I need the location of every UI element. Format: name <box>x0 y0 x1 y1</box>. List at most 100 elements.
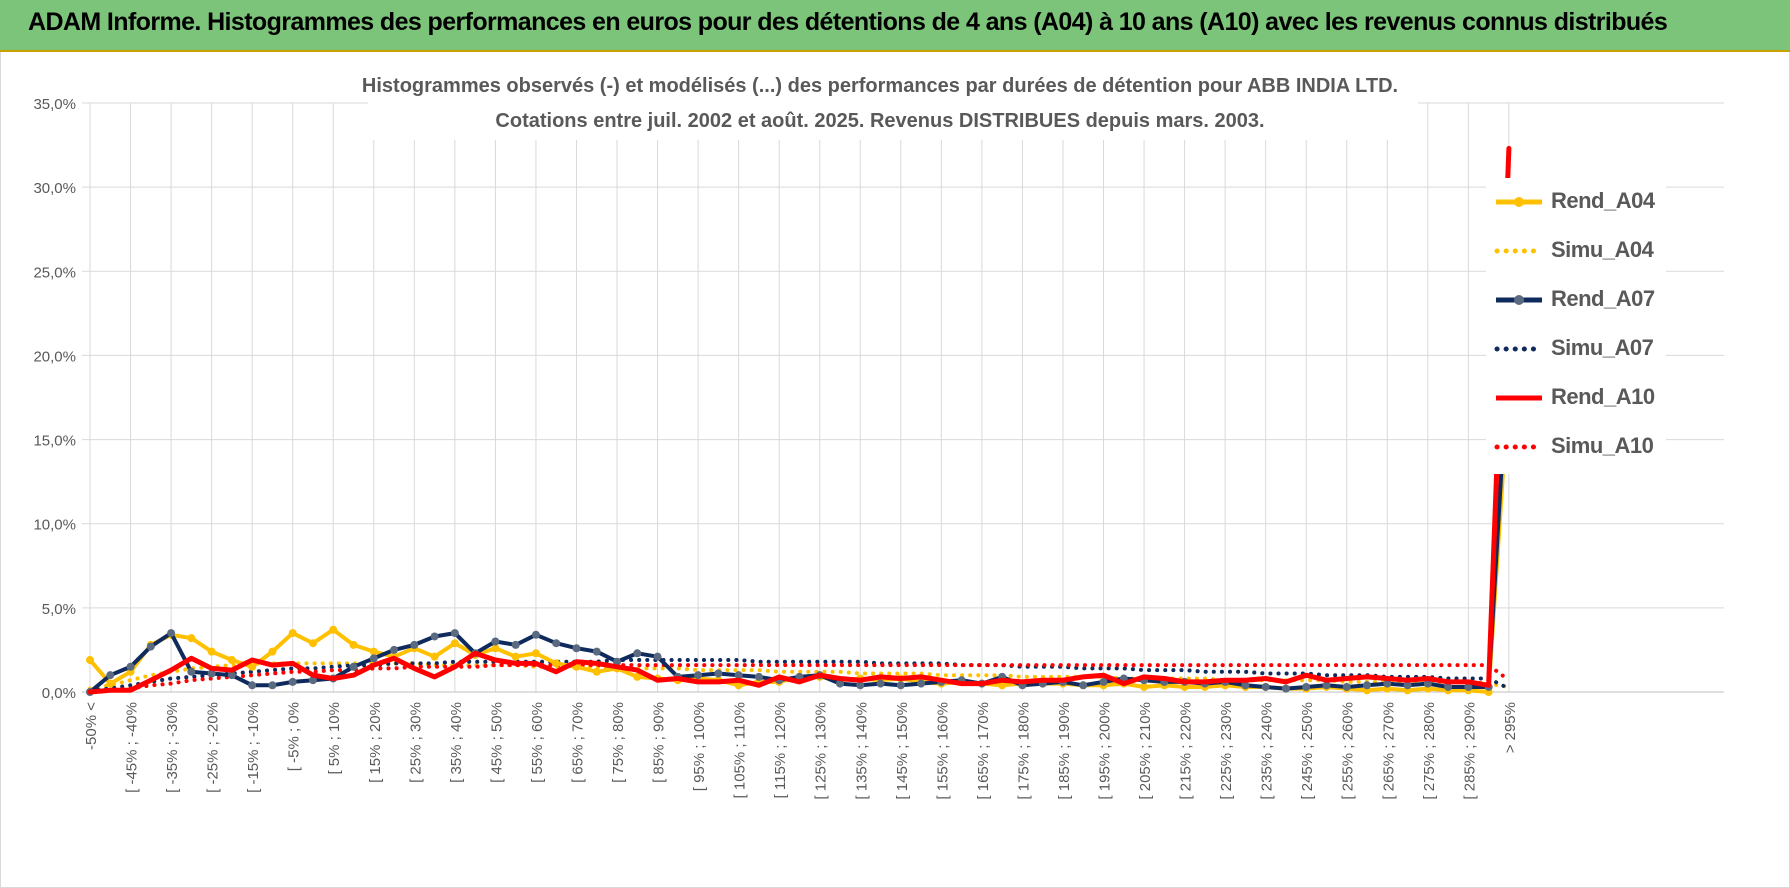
data-point-rend-a07 <box>917 679 926 688</box>
report-banner: ADAM Informe. Histogrammes des performan… <box>0 0 1790 52</box>
data-point-rend-a07 <box>511 640 520 649</box>
data-point-rend-a04 <box>552 659 561 668</box>
x-tick-label: [ -35% ; -30% <box>164 702 181 793</box>
x-tick-label: [ 115% ; 120% <box>772 702 789 798</box>
legend-swatch-simu-a04 <box>1494 248 1544 254</box>
x-tick-label: [ 65% ; 70% <box>569 702 586 783</box>
data-point-rend-a04 <box>248 662 257 671</box>
data-point-rend-a04 <box>450 639 459 648</box>
data-point-rend-a07 <box>167 629 176 638</box>
y-axis-tick-labels: 0,0% 5,0% 10,0% 15,0% 20,0% 25,0% 30,0% 35,0% <box>33 96 76 702</box>
data-point-rend-a04 <box>207 647 216 656</box>
series-simu-a10 <box>88 663 1511 694</box>
x-tick-label: [ 75% ; 80% <box>610 702 627 783</box>
legend-swatch-rend-a10 <box>1496 395 1542 401</box>
legend-swatch-rend-a04 <box>1496 197 1542 207</box>
legend-item-simu-a10: Simu_A10 <box>1494 427 1664 467</box>
y-tick-label: 25,0% <box>33 264 76 281</box>
data-point-rend-a07 <box>1281 684 1290 693</box>
data-point-rend-a07 <box>349 662 358 671</box>
y-tick-label: 20,0% <box>33 348 76 365</box>
chart-title: Histogrammes observés (-) et modélisés (… <box>362 75 1398 97</box>
report-title: ADAM Informe. Histogrammes des performan… <box>28 8 1668 36</box>
data-point-rend-a04 <box>268 647 277 656</box>
series-simu-a07 <box>88 658 1511 693</box>
x-tick-label: [ 215% ; 220% <box>1178 702 1195 800</box>
series-simu-a04 <box>88 661 1511 691</box>
x-tick-label: [ 195% ; 200% <box>1097 702 1114 800</box>
x-tick-label: [ 265% ; 270% <box>1380 702 1397 800</box>
legend-label-simu-a10: Simu_A10 <box>1551 433 1654 458</box>
x-tick-label: [ 135% ; 140% <box>853 702 870 800</box>
y-tick-label: 15,0% <box>33 433 76 450</box>
data-point-rend-a04 <box>227 656 236 665</box>
data-point-rend-a04 <box>369 647 378 656</box>
data-point-rend-a07 <box>146 642 155 651</box>
data-point-rend-a07 <box>288 677 297 686</box>
data-point-rend-a07 <box>126 662 135 671</box>
legend-label-rend-a07: Rend_A07 <box>1551 286 1655 311</box>
data-point-rend-a07 <box>613 657 622 666</box>
x-tick-label: -50% < <box>83 702 100 750</box>
data-point-rend-a07 <box>1363 681 1372 690</box>
data-point-rend-a07 <box>876 679 885 688</box>
y-tick-label: 35,0% <box>33 96 76 113</box>
legend-item-rend-a10: Rend_A10 <box>1494 378 1664 418</box>
data-point-rend-a07 <box>1241 681 1250 690</box>
data-point-rend-a07 <box>1342 682 1351 691</box>
data-point-rend-a07 <box>1383 679 1392 688</box>
y-tick-label: 5,0% <box>42 601 76 618</box>
data-point-rend-a07 <box>1099 677 1108 686</box>
x-tick-label: [ 175% ; 180% <box>1015 702 1032 800</box>
legend-label-simu-a04: Simu_A04 <box>1551 237 1654 262</box>
legend-item-simu-a07: Simu_A07 <box>1494 329 1664 369</box>
x-tick-label: [ -5% ; 0% <box>286 702 303 771</box>
data-point-rend-a04 <box>531 649 540 658</box>
legend-label-rend-a10: Rend_A10 <box>1551 384 1655 409</box>
series-line-rend-a04 <box>88 380 1511 694</box>
y-tick-label: 30,0% <box>33 180 76 197</box>
x-tick-label: [ 125% ; 130% <box>813 702 830 800</box>
x-axis-tick-labels: -50% < [ -45% ; -40% [ -35% ; -30% [ -25% ;… <box>83 702 1519 800</box>
legend-swatch-simu-a10 <box>1494 444 1544 450</box>
y-tick-label: 10,0% <box>33 517 76 534</box>
data-point-rend-a07 <box>227 671 236 680</box>
x-tick-label: [ 25% ; 30% <box>407 702 424 783</box>
x-tick-label: [ 105% ; 110% <box>732 702 749 798</box>
data-point-rend-a07 <box>552 639 561 648</box>
data-point-rend-a04 <box>430 652 439 661</box>
data-point-rend-a04 <box>86 656 94 665</box>
data-point-rend-a07 <box>491 637 500 646</box>
legend-item-simu-a04: Simu_A04 <box>1494 231 1664 271</box>
data-point-rend-a04 <box>592 667 601 676</box>
series-line-rend-a10 <box>87 145 1512 695</box>
chart-legend: Rend_A04 Simu_A04 Rend_A07 Simu_A07 Rend… <box>1486 178 1666 474</box>
data-point-rend-a07 <box>1464 682 1473 691</box>
data-point-rend-a04 <box>329 625 338 634</box>
series-line-simu-a04 <box>88 661 1511 691</box>
data-point-rend-a07 <box>308 676 317 685</box>
data-point-rend-a07 <box>1302 682 1311 691</box>
data-point-rend-a07 <box>653 652 662 661</box>
data-point-rend-a07 <box>714 669 723 678</box>
data-point-rend-a04 <box>288 629 297 638</box>
data-point-rend-a07 <box>1444 682 1453 691</box>
data-point-rend-a07 <box>633 649 642 658</box>
data-point-rend-a07 <box>694 671 703 680</box>
data-point-rend-a07 <box>207 669 216 678</box>
legend-label-simu-a07: Simu_A07 <box>1551 335 1654 360</box>
data-point-rend-a07 <box>1423 679 1432 688</box>
data-point-rend-a07 <box>430 632 439 641</box>
x-tick-label: > 295% <box>1502 702 1519 753</box>
x-tick-label: [ -25% ; -20% <box>205 702 222 793</box>
x-tick-label: [ 255% ; 260% <box>1340 702 1357 800</box>
y-tick-label: 0,0% <box>42 685 76 702</box>
data-point-rend-a07 <box>410 640 419 649</box>
data-point-rend-a04 <box>491 644 500 653</box>
data-point-rend-a07 <box>1079 681 1088 690</box>
data-point-rend-a07 <box>572 644 581 653</box>
x-tick-label: [ 35% ; 40% <box>448 702 465 783</box>
data-point-rend-a07 <box>734 671 743 680</box>
data-point-rend-a04 <box>1140 682 1149 691</box>
data-point-rend-a07 <box>1322 681 1331 690</box>
